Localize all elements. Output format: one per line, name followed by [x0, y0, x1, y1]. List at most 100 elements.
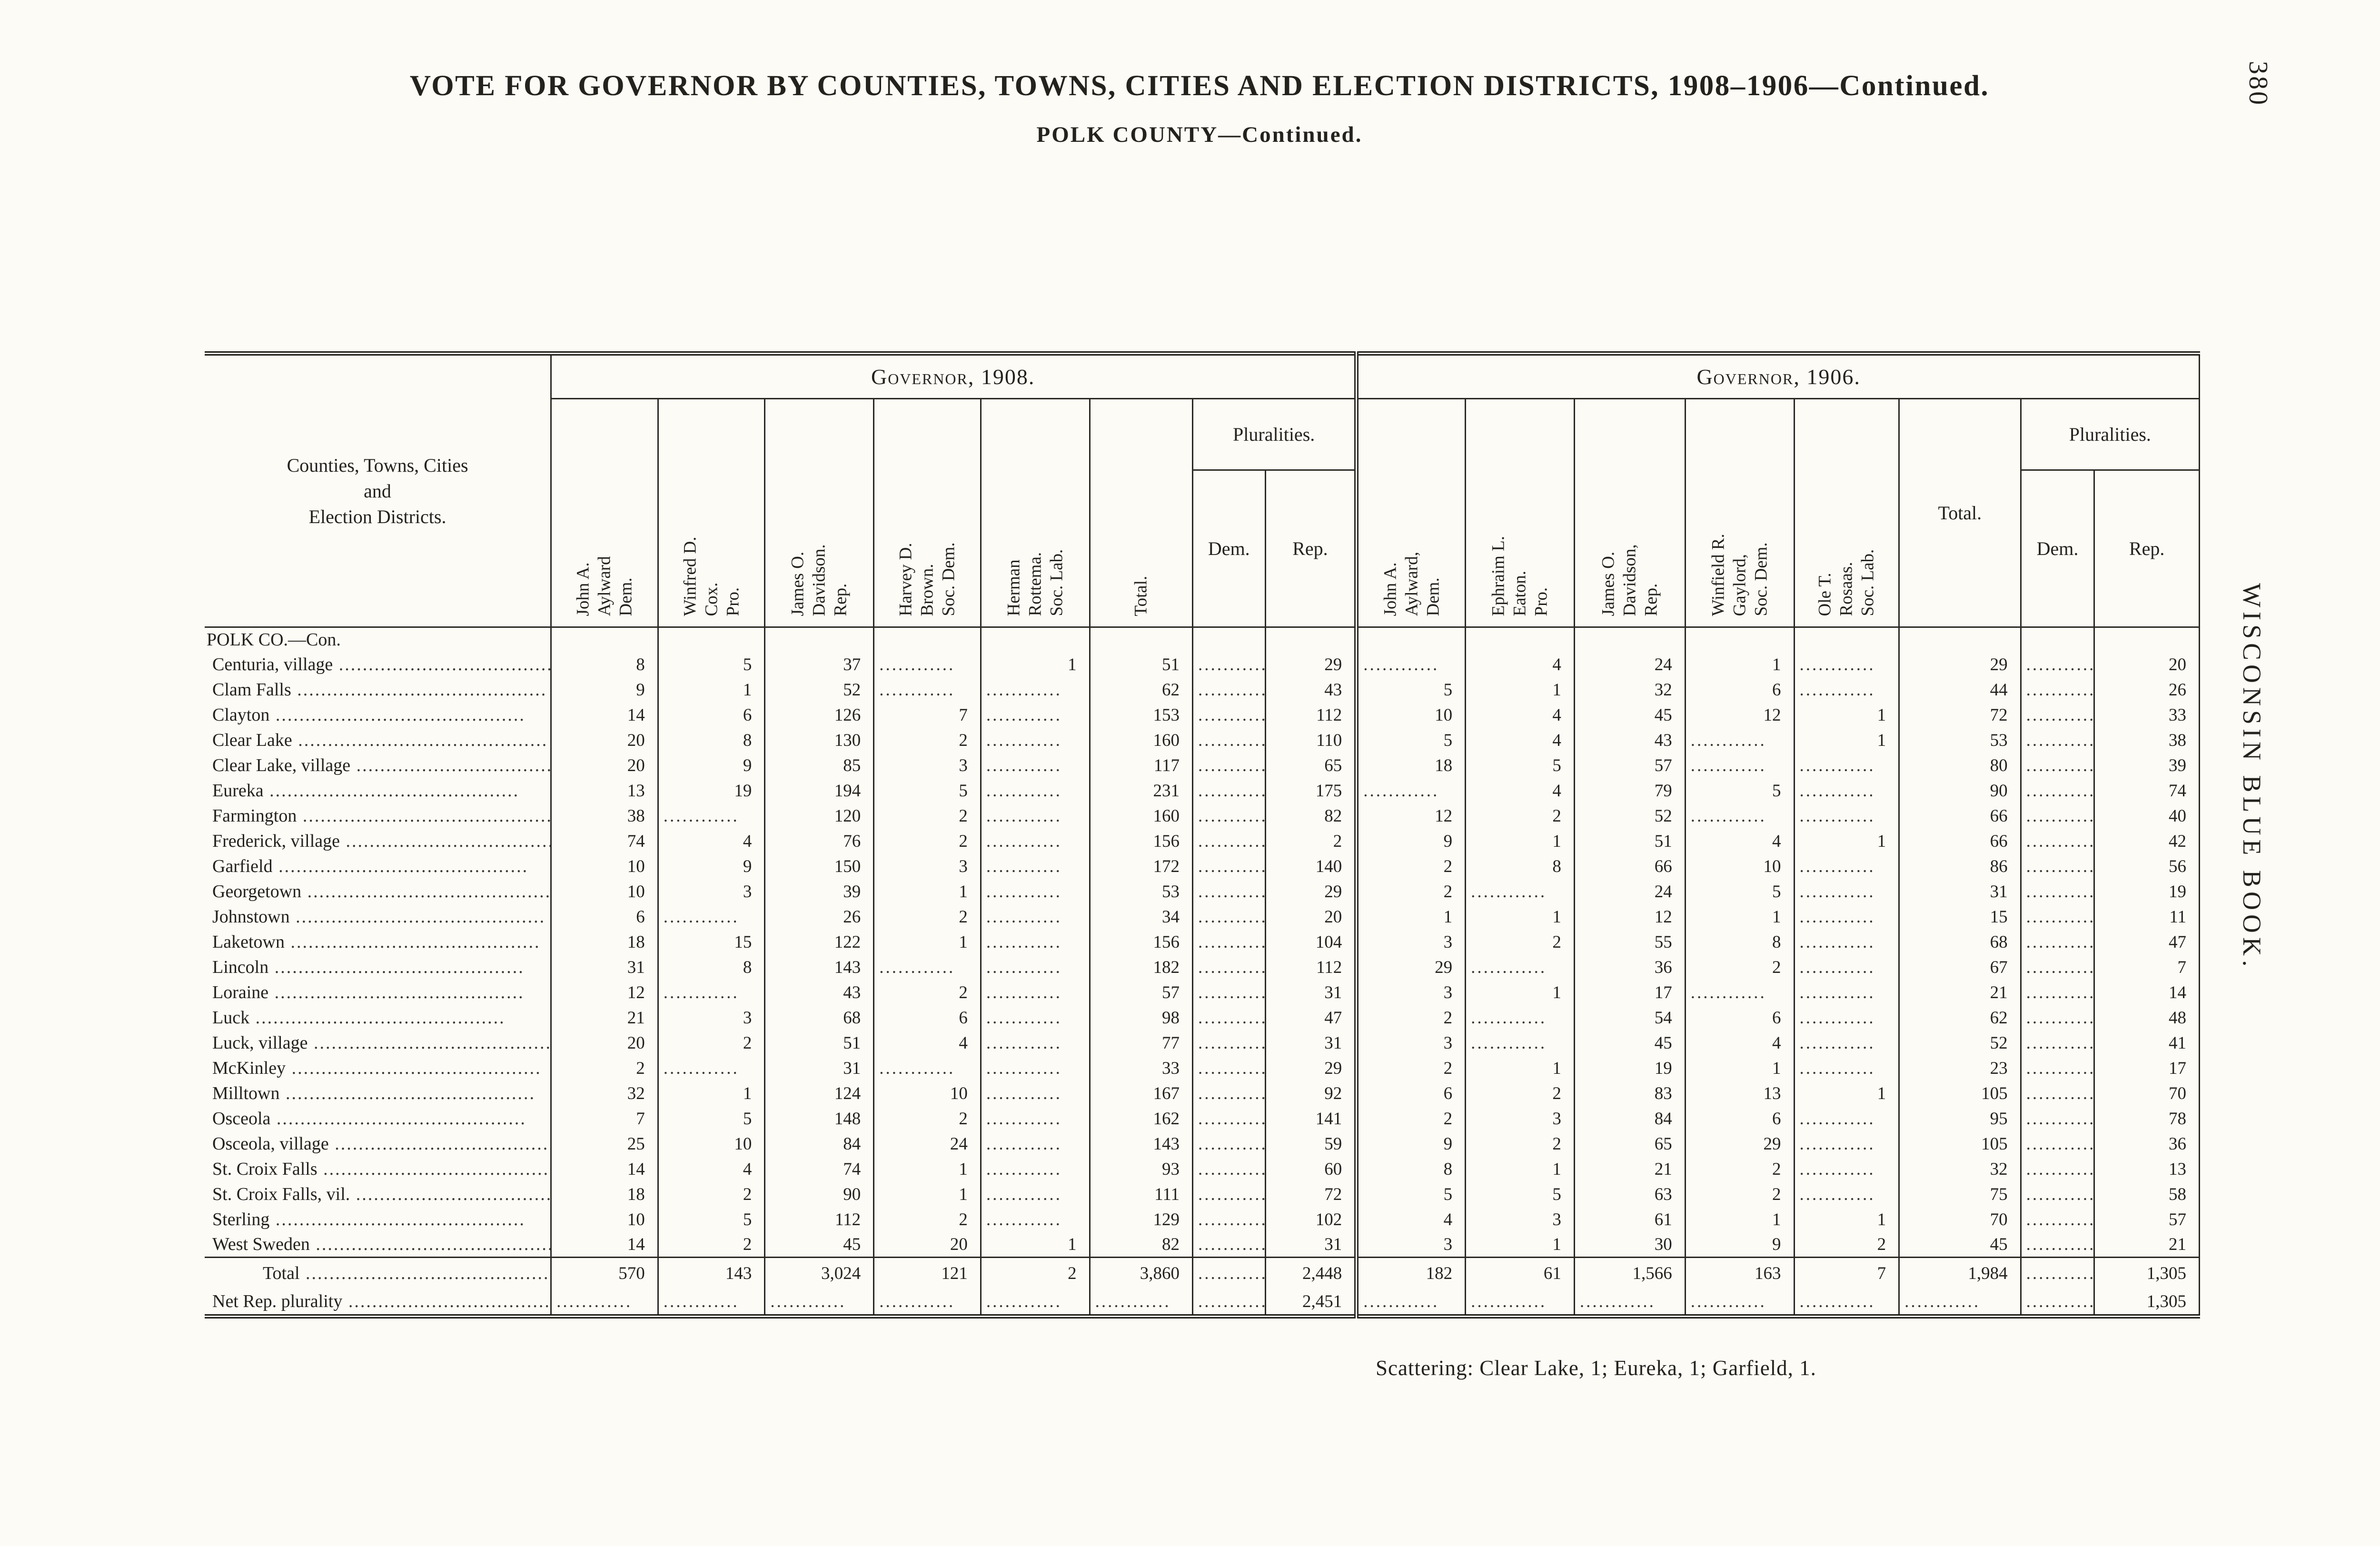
value-cell: 3,024 [764, 1257, 874, 1289]
value-cell: 12 [1354, 803, 1466, 829]
value-cell [1793, 1106, 1899, 1131]
value-cell: 18 [550, 1181, 658, 1207]
value-cell [1793, 1156, 1899, 1182]
value-cell: 2 [873, 904, 981, 930]
value-cell [980, 980, 1090, 1005]
value-cell: 6 [550, 904, 658, 930]
value-cell: 3 [657, 1005, 765, 1031]
row-label-text: Farmington [212, 806, 551, 826]
value-cell: 143 [764, 954, 874, 980]
value-cell: 19 [1573, 1055, 1686, 1081]
value-cell: 57 [2093, 1207, 2200, 1232]
value-cell [1465, 879, 1575, 904]
col-header-rep-plurality-1908: Rep. [1264, 470, 1357, 627]
row-label-text: Centuria, village [212, 654, 551, 674]
value-cell: 30 [1573, 1232, 1686, 1258]
value-cell: 14 [550, 1232, 658, 1258]
value-cell: 111 [1089, 1181, 1193, 1207]
value-cell [1192, 753, 1266, 778]
value-cell: 36 [2093, 1131, 2200, 1157]
value-cell: 2 [873, 727, 981, 753]
row-label: Net Rep. plurality [205, 1289, 551, 1317]
value-cell [1192, 702, 1266, 728]
table-row: Frederick, village74476215629151416642 [205, 828, 2200, 854]
value-cell: 1 [1465, 1232, 1575, 1258]
value-cell [1192, 1005, 1266, 1031]
value-cell [1192, 1288, 1266, 1317]
value-cell: 2 [980, 1257, 1090, 1289]
value-cell: 82 [1264, 803, 1357, 829]
value-cell: 10 [1684, 853, 1795, 879]
value-cell [764, 627, 874, 652]
value-cell: 5 [1354, 677, 1466, 703]
value-cell [980, 1055, 1090, 1081]
value-cell: 20 [550, 1030, 658, 1056]
value-cell [980, 1005, 1090, 1031]
value-cell: 3 [1354, 1232, 1466, 1258]
value-cell: 86 [1898, 853, 2021, 879]
value-cell: 83 [1573, 1080, 1686, 1106]
value-cell: 47 [1264, 1005, 1357, 1031]
value-cell: 75 [1898, 1181, 2021, 1207]
value-cell [2020, 1232, 2094, 1258]
value-cell: 150 [764, 853, 874, 879]
row-label: Luck [205, 1005, 551, 1031]
value-cell [2020, 1080, 2094, 1106]
row-label: Garfield [205, 854, 551, 879]
value-cell: 31 [550, 954, 658, 980]
value-cell: 3 [1354, 980, 1466, 1005]
value-cell [2020, 1257, 2094, 1289]
value-cell [2020, 1055, 2094, 1081]
value-cell [2020, 753, 2094, 778]
value-cell [1264, 627, 1357, 652]
value-cell: 1 [1793, 1207, 1899, 1232]
section-row: POLK CO.—Con. [205, 627, 2200, 652]
value-cell [2020, 778, 2094, 803]
value-cell: 52 [764, 677, 874, 703]
value-cell: 2 [873, 828, 981, 854]
value-cell [1192, 904, 1266, 930]
value-cell [1192, 1181, 1266, 1207]
value-cell: 2 [550, 1055, 658, 1081]
value-cell [2020, 853, 2094, 879]
value-cell [980, 1288, 1090, 1317]
value-cell [1354, 778, 1466, 803]
value-cell [980, 1030, 1090, 1056]
row-header-text: Counties, Towns, Cities and Election Dis… [287, 454, 468, 527]
value-cell [1793, 904, 1899, 930]
scattering-footnote: Scattering: Clear Lake, 1; Eureka, 1; Ga… [1376, 1356, 1816, 1380]
value-cell: 10 [1354, 702, 1466, 728]
row-label: Osceola [205, 1106, 551, 1131]
value-cell: 43 [1264, 677, 1357, 703]
value-cell: 163 [1684, 1257, 1795, 1289]
value-cell: 112 [1264, 702, 1357, 728]
value-cell: 14 [2093, 980, 2200, 1005]
value-cell: 65 [1573, 1131, 1686, 1157]
value-cell: 160 [1089, 803, 1193, 829]
value-cell: 1 [1465, 677, 1575, 703]
value-cell: 2 [1684, 1181, 1795, 1207]
value-cell: 20 [873, 1232, 981, 1258]
value-cell: 20 [550, 753, 658, 778]
value-cell [657, 980, 765, 1005]
value-cell: 54 [1573, 1005, 1686, 1031]
value-cell [1192, 853, 1266, 879]
value-cell: 5 [873, 778, 981, 803]
value-cell: 77 [1089, 1030, 1193, 1056]
value-cell [1465, 954, 1575, 980]
col-header-total-1906: Total. [1898, 398, 2021, 627]
value-cell: 140 [1264, 853, 1357, 879]
value-cell: 32 [1898, 1156, 2021, 1182]
value-cell: 2 [657, 1232, 765, 1258]
value-cell: 1 [1465, 904, 1575, 930]
value-cell: 66 [1898, 828, 2021, 854]
value-cell: 2 [1354, 1106, 1466, 1131]
row-label-text: POLK CO.—Con. [207, 630, 341, 650]
value-cell [1793, 954, 1899, 980]
value-cell: 31 [1264, 1232, 1357, 1258]
value-cell: 1 [873, 1181, 981, 1207]
value-cell [2020, 1156, 2094, 1182]
value-cell [1793, 1005, 1899, 1031]
value-cell: 51 [764, 1030, 874, 1056]
